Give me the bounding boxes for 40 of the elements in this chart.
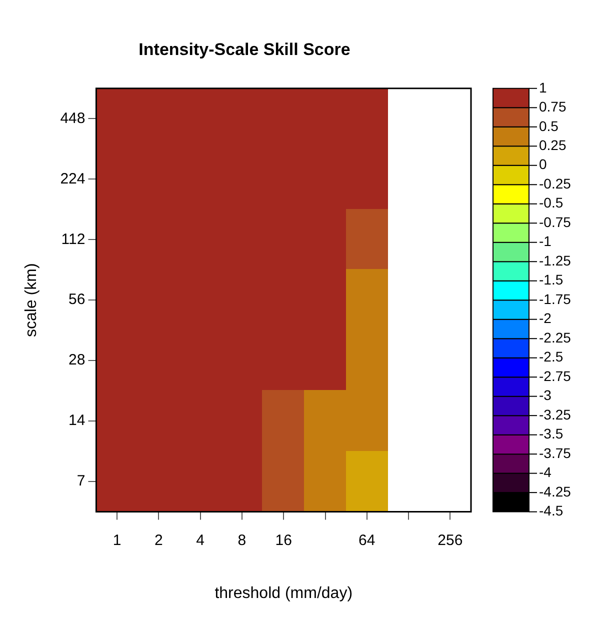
x-tick-label: 64 bbox=[358, 532, 376, 549]
color-bar-label: -0.75 bbox=[539, 214, 572, 230]
color-bar-label: 1 bbox=[539, 79, 547, 96]
color-bar-label: -1 bbox=[539, 233, 552, 250]
color-bar-label: 0.75 bbox=[539, 98, 566, 115]
x-tick-label: 2 bbox=[154, 532, 163, 549]
y-tick-label: 448 bbox=[60, 110, 86, 127]
x-tick-label: 16 bbox=[275, 532, 292, 549]
x-tick-label: 256 bbox=[438, 532, 463, 549]
y-tick-label: 28 bbox=[68, 352, 86, 369]
color-bar-label: -0.25 bbox=[539, 175, 572, 192]
x-axis-title: threshold (mm/day) bbox=[214, 584, 353, 602]
color-bar-label: -0.5 bbox=[539, 194, 564, 211]
color-bar-label: -3 bbox=[539, 387, 552, 404]
color-bar-label: -4.5 bbox=[539, 502, 564, 519]
color-bar-label: -2.25 bbox=[539, 329, 572, 346]
y-axis-title: scale (km) bbox=[23, 263, 40, 337]
x-tick-label: 8 bbox=[238, 532, 246, 549]
y-tick-label: 224 bbox=[60, 170, 86, 188]
color-bar-label: -4.25 bbox=[539, 483, 572, 500]
chart-title: Intensity-Scale Skill Score bbox=[138, 40, 350, 59]
color-bar-label: -2.75 bbox=[539, 368, 572, 384]
color-bar-label: -3.5 bbox=[539, 426, 564, 442]
y-tick-label: 56 bbox=[68, 291, 86, 308]
x-tick-label: 4 bbox=[196, 532, 204, 549]
color-bar-label: -1.25 bbox=[539, 252, 572, 268]
y-tick-label: 7 bbox=[76, 472, 86, 490]
color-bar-label: -1.75 bbox=[539, 290, 572, 307]
color-bar-label: -1.5 bbox=[539, 272, 564, 288]
color-bar-label: -2.5 bbox=[539, 348, 564, 365]
color-bar-label: 0.25 bbox=[539, 136, 566, 153]
color-bar-label: -4 bbox=[539, 464, 552, 480]
y-tick-label: 14 bbox=[68, 412, 86, 430]
color-bar-label: -3.25 bbox=[539, 406, 572, 422]
x-tick-label: 1 bbox=[112, 532, 122, 549]
color-bar-label: -2 bbox=[539, 310, 552, 326]
color-bar-label: 0.5 bbox=[539, 118, 559, 134]
color-bar-label: -3.75 bbox=[539, 444, 572, 461]
color-bar-label: 0 bbox=[539, 156, 547, 172]
y-tick-label: 112 bbox=[61, 230, 86, 248]
